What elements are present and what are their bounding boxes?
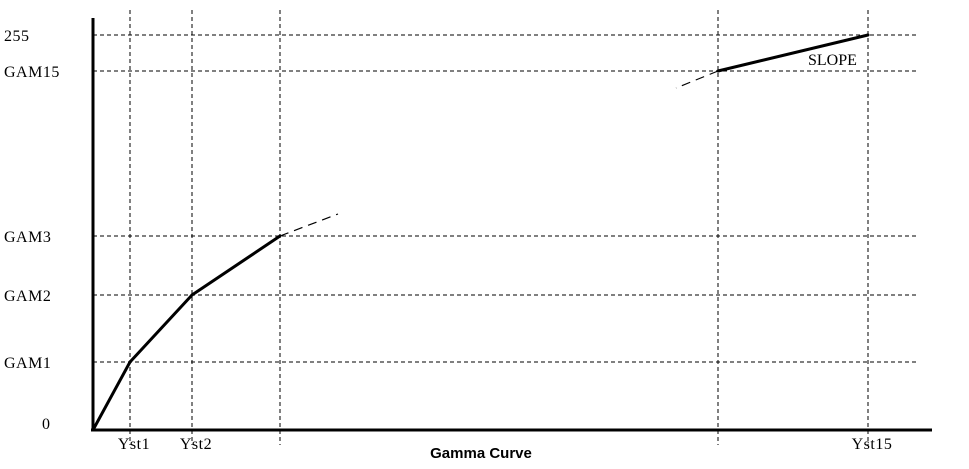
curve-extension-high (675, 70, 719, 89)
x-tick-label: Yst15 (852, 436, 893, 453)
slope-annotation: SLOPE (808, 52, 857, 69)
curve-point (190, 293, 194, 297)
gamma-segment-low (91, 234, 281, 431)
curve-point (866, 33, 870, 37)
x-tick-label: Yst2 (180, 436, 212, 453)
y-tick-label: 255 (4, 28, 30, 45)
y-tick-label: GAM3 (4, 229, 51, 246)
y-tick-label: GAM15 (4, 64, 60, 81)
x-tick-label: Yst1 (118, 436, 150, 453)
tick-labels: Yst1 Yst2 Yst15 0 GAM1 GAM2 GAM3 GAM15 255 (4, 28, 892, 453)
curve-extension-low (279, 213, 339, 237)
grid-lines (93, 10, 918, 445)
curve-layer (91, 33, 870, 432)
curve-point (128, 360, 132, 364)
y-tick-label: GAM2 (4, 288, 51, 305)
y-tick-label: 0 (42, 416, 51, 433)
gamma-segment-high (717, 33, 869, 73)
x-axis-label: Gamma Curve (430, 445, 532, 462)
y-tick-label: GAM1 (4, 355, 51, 372)
